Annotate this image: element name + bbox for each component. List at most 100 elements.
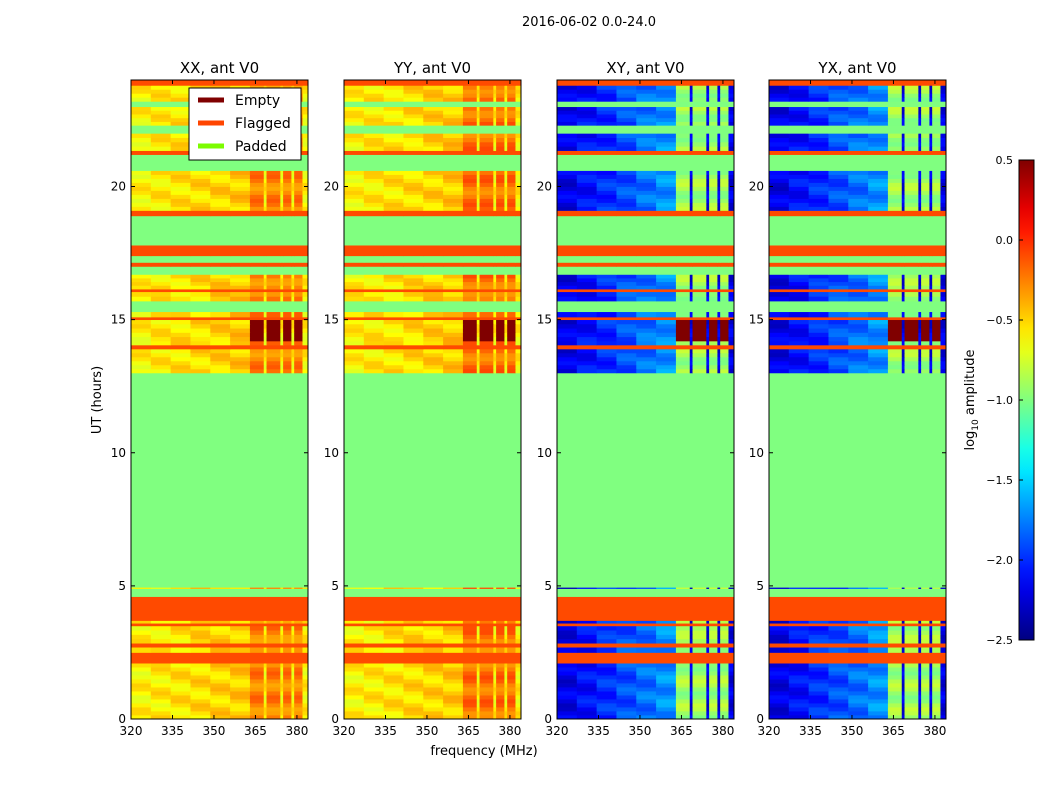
heatmap-cell xyxy=(210,332,231,338)
heatmap-cell xyxy=(929,638,933,644)
heatmap-cell xyxy=(788,106,810,111)
heatmap-cell xyxy=(230,663,251,668)
heatmap-cell xyxy=(929,356,933,362)
heatmap-cell xyxy=(788,683,810,688)
heatmap-cell xyxy=(443,174,464,179)
heatmap-cell xyxy=(210,266,231,275)
heatmap-cell xyxy=(929,647,933,653)
heatmap-cell xyxy=(675,360,691,366)
heatmap-cell xyxy=(383,316,404,321)
heatmap-cell xyxy=(363,587,385,589)
heatmap-cell xyxy=(692,137,707,143)
heatmap-cell xyxy=(706,206,710,211)
heatmap-cell xyxy=(788,715,810,720)
heatmap-cell xyxy=(901,101,905,108)
heatmap-cell xyxy=(596,703,617,708)
heatmap-cell xyxy=(636,368,657,374)
heatmap-cell xyxy=(576,679,598,684)
heatmap-cell xyxy=(263,707,267,712)
heatmap-cell xyxy=(462,137,478,143)
heatmap-cell xyxy=(479,89,494,94)
heatmap-cell xyxy=(363,178,385,183)
heatmap-cell xyxy=(932,281,941,286)
heatmap-cell xyxy=(557,255,578,263)
heatmap-cell xyxy=(656,620,677,624)
heatmap-cell xyxy=(363,323,385,329)
heatmap-cell xyxy=(504,683,508,688)
heatmap-cell xyxy=(170,274,191,279)
heatmap-cell xyxy=(302,97,309,102)
heatmap-cell xyxy=(717,683,721,688)
heatmap-cell xyxy=(636,174,657,179)
heatmap-cell xyxy=(656,356,677,362)
heatmap-cell xyxy=(263,675,267,680)
heatmap-cell xyxy=(904,323,919,329)
heatmap-cell xyxy=(636,215,657,246)
heatmap-cell xyxy=(443,137,464,143)
heatmap-cell xyxy=(263,281,267,286)
heatmap-cell xyxy=(887,647,903,653)
heatmap-cell xyxy=(263,255,267,263)
heatmap-cell xyxy=(868,178,889,183)
heatmap-cell xyxy=(423,675,444,680)
heatmap-cell xyxy=(656,170,677,175)
heatmap-cell xyxy=(302,110,309,115)
heatmap-cell xyxy=(493,699,497,704)
heatmap-cell xyxy=(689,652,693,664)
heatmap-cell xyxy=(263,202,267,207)
heatmap-cell xyxy=(728,336,735,342)
heatmap-cell xyxy=(302,262,309,267)
heatmap-cell xyxy=(557,198,578,203)
heatmap-cell xyxy=(720,625,729,631)
heatmap-cell xyxy=(675,699,691,704)
heatmap-cell xyxy=(692,80,707,86)
panel-title: XY, ant V0 xyxy=(606,59,684,77)
heatmap-cell xyxy=(493,101,497,108)
heatmap-cell xyxy=(557,319,578,325)
heatmap-cell xyxy=(462,198,478,203)
heatmap-cell xyxy=(291,300,295,313)
heatmap-cell xyxy=(706,210,710,217)
heatmap-cell xyxy=(636,117,657,122)
heatmap-cell xyxy=(728,296,735,302)
heatmap-cell xyxy=(210,210,231,217)
heatmap-cell xyxy=(462,182,478,187)
heatmap-cell xyxy=(887,266,903,275)
heatmap-cell xyxy=(706,80,710,86)
heatmap-cell xyxy=(921,340,930,346)
heatmap-cell xyxy=(479,336,494,342)
heatmap-cell xyxy=(493,215,497,246)
heatmap-cell xyxy=(150,80,172,86)
heatmap-cell xyxy=(717,667,721,672)
colorbar-tick-label: −2.0 xyxy=(986,554,1013,567)
heatmap-cell xyxy=(302,210,309,217)
heatmap-cell xyxy=(769,667,790,672)
heatmap-cell xyxy=(596,336,617,342)
heatmap-cell xyxy=(788,300,810,313)
heatmap-cell xyxy=(423,311,444,318)
heatmap-cell xyxy=(504,114,508,119)
heatmap-cell xyxy=(720,679,729,684)
heatmap-cell xyxy=(150,266,172,275)
heatmap-cell xyxy=(131,262,152,267)
heatmap-cell xyxy=(616,285,637,290)
heatmap-cell xyxy=(230,634,251,640)
heatmap-cell xyxy=(706,695,710,700)
heatmap-cell xyxy=(616,190,637,195)
heatmap-cell xyxy=(929,141,933,147)
heatmap-cell xyxy=(918,278,922,283)
heatmap-cell xyxy=(263,289,267,293)
heatmap-cell xyxy=(557,372,578,588)
heatmap-cell xyxy=(344,336,365,342)
heatmap-cell xyxy=(150,667,172,672)
heatmap-cell xyxy=(921,691,930,696)
heatmap-cell xyxy=(728,117,735,122)
heatmap-cell xyxy=(383,190,404,195)
heatmap-cell xyxy=(280,356,284,362)
heatmap-cell xyxy=(720,652,729,664)
heatmap-cell xyxy=(788,141,810,147)
heatmap-cell xyxy=(728,125,735,134)
heatmap-cell xyxy=(932,691,941,696)
heatmap-cell xyxy=(515,319,522,325)
heatmap-cell xyxy=(689,634,693,640)
